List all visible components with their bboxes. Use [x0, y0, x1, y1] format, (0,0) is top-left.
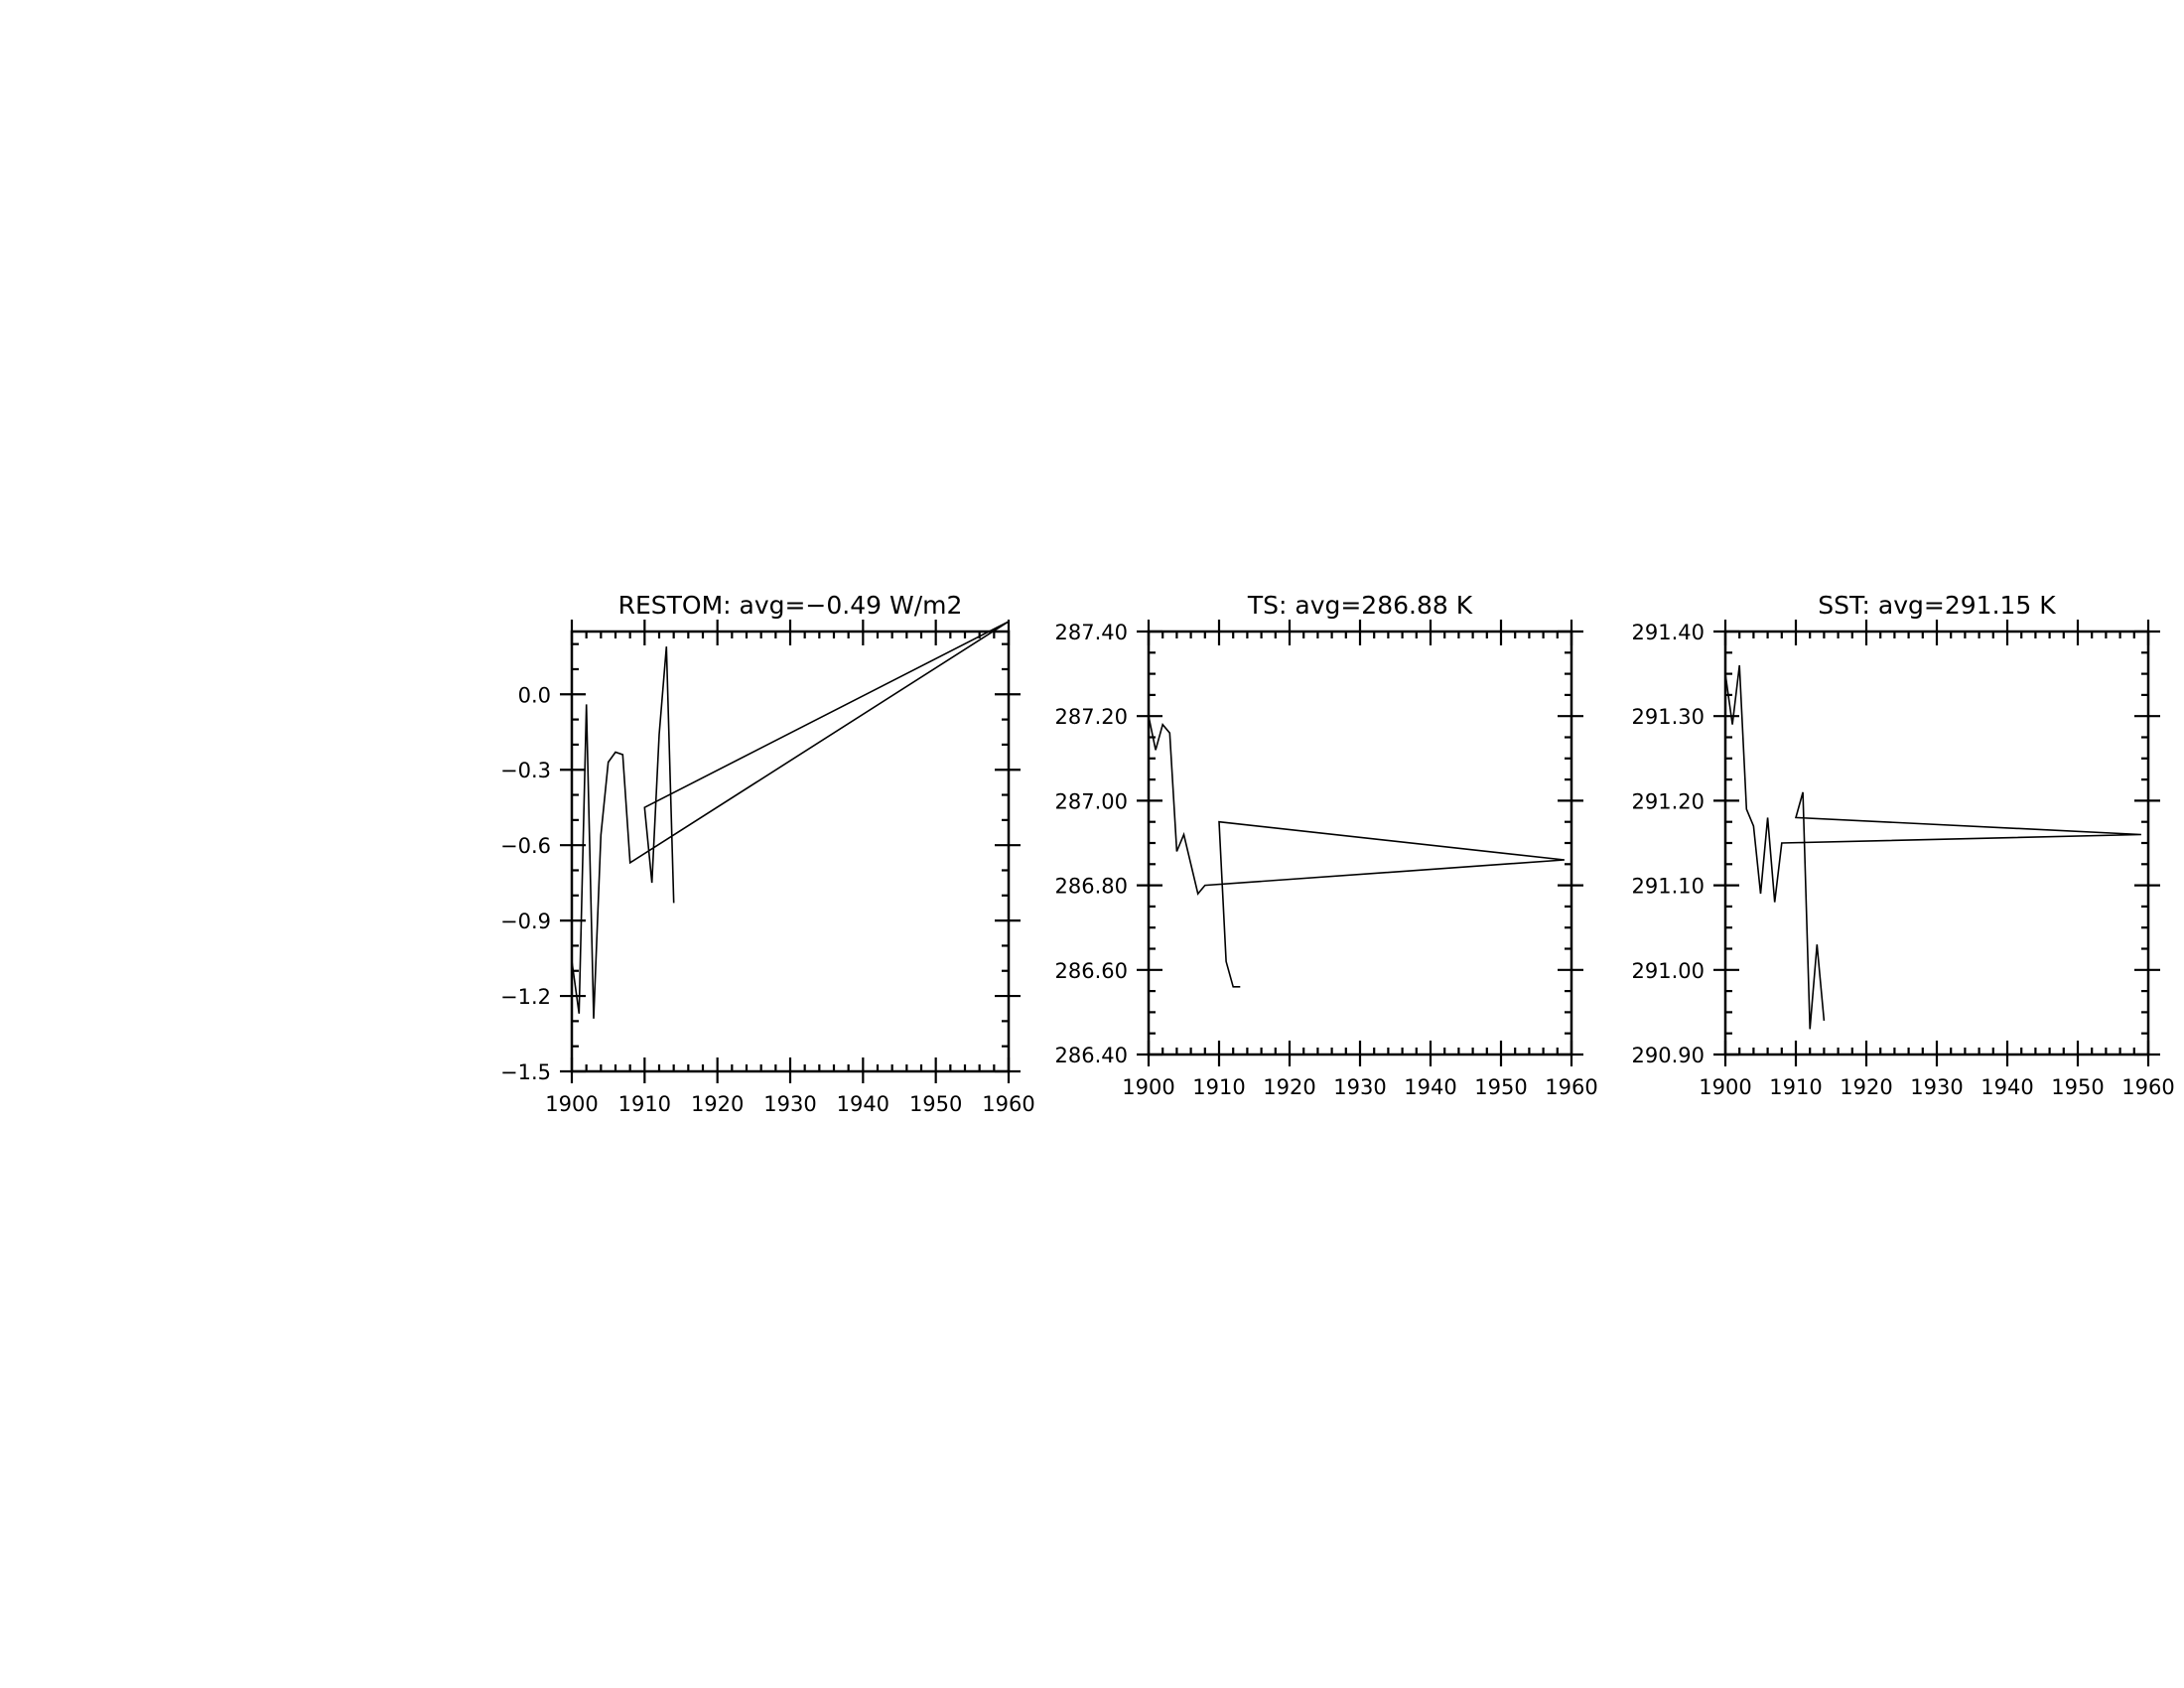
restom-x-tick-label: 1960 — [982, 1092, 1034, 1116]
ts-x-tick-label: 1950 — [1474, 1075, 1527, 1099]
restom-title: RESTOM: avg=−0.49 W/m2 — [618, 591, 963, 620]
restom-plot-frame — [570, 630, 1011, 1073]
sst-y-tick-label: 291.40 — [1632, 621, 1705, 644]
restom-y-tick-label: −1.2 — [500, 985, 551, 1009]
ts-title: TS: avg=286.88 K — [1247, 591, 1473, 620]
ts-x-tick-label: 1940 — [1404, 1075, 1456, 1099]
sst-panel: SST: avg=291.15 K 1900 1910 1920 1930 1940 195… — [1632, 591, 2175, 1099]
restom-panel: RESTOM: avg=−0.49 W/m2 1900 1910 1920 1930 19… — [500, 591, 1035, 1116]
sst-x-tick-label: 1930 — [1910, 1075, 1963, 1099]
restom-x-tick-label: 1900 — [545, 1092, 598, 1116]
ts-plot-frame — [1147, 630, 1573, 1056]
sst-x-tick-label: 1910 — [1769, 1075, 1822, 1099]
ts-y-tick-label: 287.20 — [1055, 705, 1128, 729]
restom-x-tick-label: 1920 — [691, 1092, 744, 1116]
restom-x-tick-label: 1910 — [618, 1092, 671, 1116]
sst-x-tick-label: 1920 — [1840, 1075, 1892, 1099]
sst-y-tick-label: 291.10 — [1632, 875, 1705, 899]
panels: RESTOM: avg=−0.49 W/m2 1900 1910 1920 1930 19… — [500, 591, 2175, 1116]
sst-y-tick-label: 291.30 — [1632, 705, 1705, 729]
ts-x-tick-label: 1960 — [1545, 1075, 1597, 1099]
ts-y-tick-label: 286.40 — [1055, 1044, 1128, 1067]
sst-title: SST: avg=291.15 K — [1818, 591, 2056, 620]
restom-y-tick-label: 0.0 — [518, 683, 551, 707]
restom-y-tick-label: −1.5 — [500, 1060, 551, 1084]
restom-x-tick-label: 1950 — [909, 1092, 962, 1116]
restom-series-line — [571, 621, 1010, 1019]
ts-panel: TS: avg=286.88 K 1900 1910 1920 1930 1940 1950… — [1055, 591, 1598, 1099]
ts-y-tick-label: 286.60 — [1055, 959, 1128, 983]
sst-series-line — [1724, 665, 2141, 1030]
restom-y-tick-label: −0.6 — [500, 834, 551, 858]
ts-x-tick-label: 1920 — [1263, 1075, 1315, 1099]
sst-x-tick-label: 1900 — [1699, 1075, 1751, 1099]
ts-x-tick-label: 1910 — [1192, 1075, 1245, 1099]
ts-y-tick-label: 286.80 — [1055, 875, 1128, 899]
sst-x-tick-label: 1960 — [2121, 1075, 2174, 1099]
sst-x-tick-label: 1950 — [2051, 1075, 2104, 1099]
ts-x-tick-label: 1900 — [1122, 1075, 1174, 1099]
sst-x-tick-label: 1940 — [1980, 1075, 2033, 1099]
ts-y-tick-label: 287.40 — [1055, 621, 1128, 644]
ts-series-line — [1148, 716, 1565, 988]
restom-x-tick-label: 1940 — [837, 1092, 889, 1116]
restom-y-tick-label: −0.9 — [500, 910, 551, 933]
restom-x-tick-label: 1930 — [763, 1092, 816, 1116]
ts-y-tick-label: 287.00 — [1055, 789, 1128, 813]
ts-x-tick-label: 1930 — [1333, 1075, 1386, 1099]
sst-y-tick-label: 290.90 — [1632, 1044, 1705, 1067]
restom-y-tick-label: −0.3 — [500, 759, 551, 782]
sst-y-tick-label: 291.00 — [1632, 959, 1705, 983]
sst-y-tick-label: 291.20 — [1632, 789, 1705, 813]
